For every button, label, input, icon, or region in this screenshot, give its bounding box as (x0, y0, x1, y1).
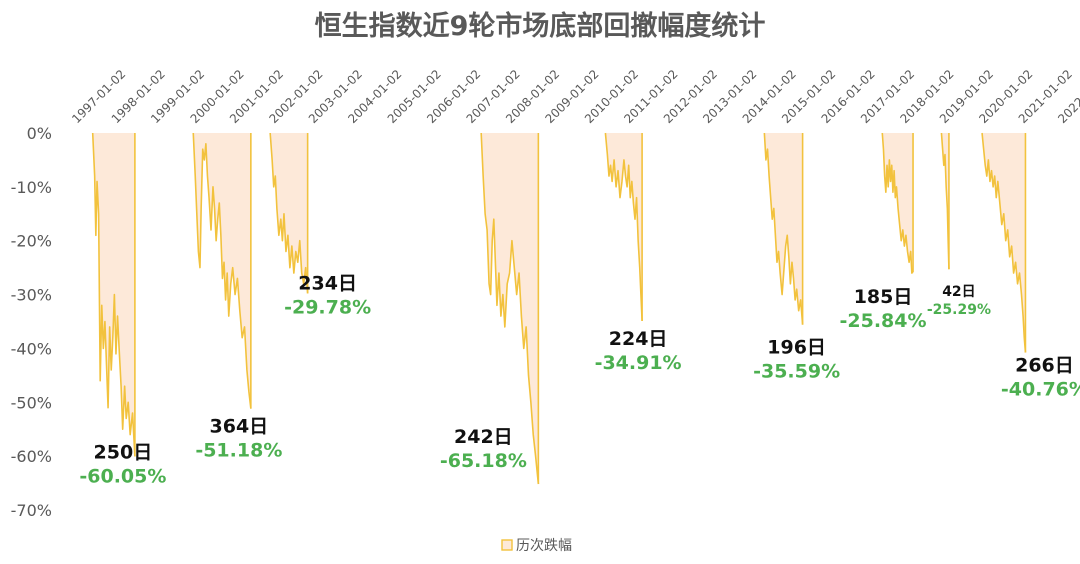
drawdown-pct-label: -34.91% (595, 352, 682, 374)
drawdown-days-label: 42日 (942, 284, 975, 300)
legend: 历次跌幅 (501, 538, 572, 554)
drawdown-area (982, 133, 1026, 353)
drawdown-area (481, 133, 539, 485)
drawdown-area (941, 133, 949, 270)
drawdown-annotations: 250日-60.05% 364日-51.18% 234日-29.78% 242日-65… (79, 272, 1080, 487)
drawdown-area (764, 133, 803, 325)
drawdown-areas (91, 132, 1027, 485)
drawdown-area (193, 133, 251, 409)
drawdown-line (91, 132, 136, 457)
drawdown-pct-label: -25.29% (927, 302, 991, 318)
drawdown-pct-label: -60.05% (79, 465, 166, 487)
drawdown-days-label: 234日 (298, 272, 357, 294)
drawdown-days-label: 364日 (210, 416, 269, 438)
drawdown-days-label: 224日 (609, 328, 668, 350)
drawdown-days-label: 266日 (1015, 355, 1074, 377)
drawdown-line (881, 132, 914, 274)
drawdown-days-label: 196日 (767, 337, 826, 359)
drawdown-line (763, 132, 804, 325)
y-tick-label: -10% (11, 178, 52, 197)
legend-swatch (501, 539, 513, 551)
y-tick-label: -20% (11, 232, 52, 251)
drawdown-days-label: 185日 (854, 286, 913, 308)
drawdown-line (480, 132, 540, 485)
legend-label: 历次跌幅 (516, 538, 572, 554)
chart-title: 恒生指数近9轮市场底部回撤幅度统计 (315, 10, 766, 42)
drawdown-line (981, 132, 1027, 353)
y-axis: 0% -10% -20% -30% -40% -50% -60% -70% (11, 124, 52, 520)
drawdown-pct-label: -25.84% (840, 310, 927, 332)
drawdown-pct-label: -51.18% (195, 440, 282, 462)
x-axis: 1997-01-021998-01-021999-01-022000-01-02… (69, 67, 1080, 126)
drawdown-pct-label: -65.18% (440, 450, 527, 472)
drawdown-line (192, 132, 252, 409)
drawdown-line (269, 132, 309, 294)
drawdown-line (604, 132, 643, 322)
y-tick-label: -70% (11, 501, 52, 520)
y-tick-label: 0% (27, 124, 52, 143)
drawdown-pct-label: -29.78% (284, 296, 371, 318)
y-tick-label: -30% (11, 286, 52, 305)
y-tick-label: -60% (11, 447, 52, 466)
drawdown-pct-label: -40.76% (1001, 379, 1080, 401)
drawdown-days-label: 250日 (94, 441, 153, 463)
drawdown-area (605, 133, 643, 322)
y-tick-label: -40% (11, 339, 52, 358)
drawdown-pct-label: -35.59% (753, 361, 840, 383)
drawdown-days-label: 242日 (454, 426, 513, 448)
y-tick-label: -50% (11, 393, 52, 412)
drawdown-line (940, 132, 950, 270)
